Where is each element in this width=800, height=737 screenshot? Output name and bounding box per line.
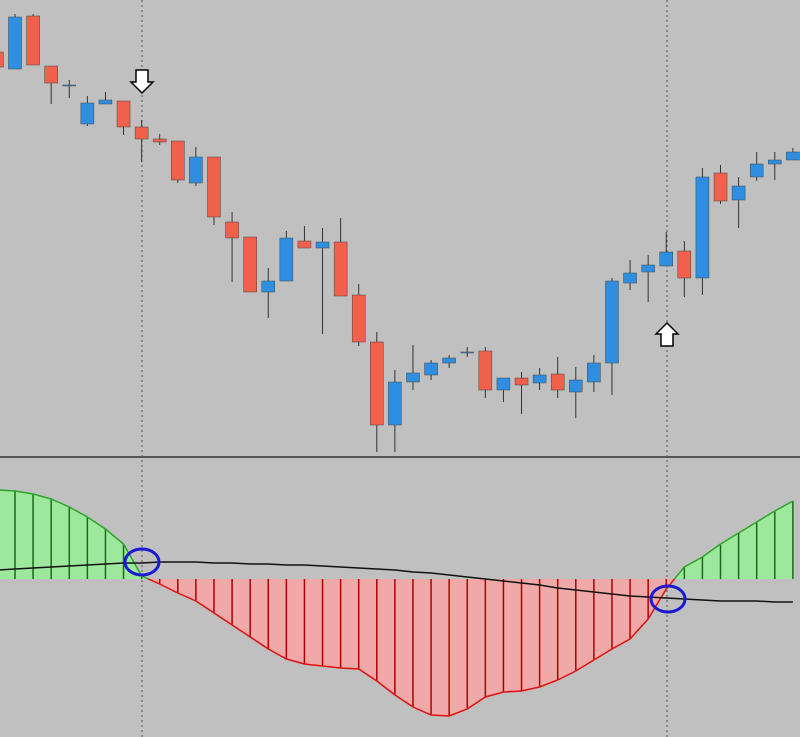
candle-body	[532, 374, 547, 384]
candle-body	[695, 176, 710, 279]
buy-arrow	[654, 321, 680, 347]
candle-body	[225, 221, 239, 239]
candle-body	[370, 341, 384, 426]
histogram-area-negative	[0, 579, 793, 716]
candle-body	[478, 350, 493, 391]
candle-body	[550, 373, 565, 391]
candle-body	[460, 351, 474, 354]
candle-body	[587, 362, 601, 383]
candle-body	[388, 381, 402, 426]
candle-body	[786, 151, 800, 161]
candle-body	[189, 156, 203, 184]
candle-body	[749, 163, 764, 178]
candle-body	[569, 379, 583, 393]
candle-body	[134, 126, 149, 140]
candle-body	[207, 156, 221, 218]
candle-body	[333, 241, 348, 297]
candle-body	[442, 357, 456, 364]
cross-marker	[123, 547, 161, 577]
candle-body	[8, 16, 22, 70]
candle-body	[731, 185, 746, 201]
candle-body	[80, 102, 95, 125]
candle-body	[26, 15, 40, 66]
candle-body	[677, 250, 692, 279]
candle-body	[496, 377, 511, 391]
candle-body	[152, 138, 167, 143]
price-panel	[0, 14, 800, 452]
candle-body	[351, 294, 366, 343]
signal-line	[0, 561, 793, 603]
candle-body	[641, 264, 655, 273]
sell-arrow	[129, 69, 155, 95]
candle-body	[243, 236, 257, 293]
candle-body	[279, 237, 294, 282]
candle-body	[261, 280, 276, 293]
candle-body	[406, 372, 420, 383]
candle-body	[116, 100, 131, 128]
candle-body	[98, 99, 113, 105]
candle-body	[605, 280, 619, 364]
histogram-area-positive	[0, 490, 793, 579]
candle-body	[0, 51, 4, 68]
candle-body	[62, 84, 77, 87]
candle-body	[424, 362, 438, 376]
cross-marker	[649, 584, 687, 614]
candle-body	[171, 140, 185, 181]
candle-body	[514, 377, 529, 386]
candle-body	[297, 240, 312, 249]
candle-body	[44, 65, 58, 84]
candle-body	[768, 159, 782, 165]
candle-body	[659, 251, 673, 267]
candle-body	[315, 241, 330, 249]
candle-body	[623, 272, 637, 284]
histogram-edge-negative	[146, 579, 676, 717]
candle-body	[713, 172, 728, 202]
